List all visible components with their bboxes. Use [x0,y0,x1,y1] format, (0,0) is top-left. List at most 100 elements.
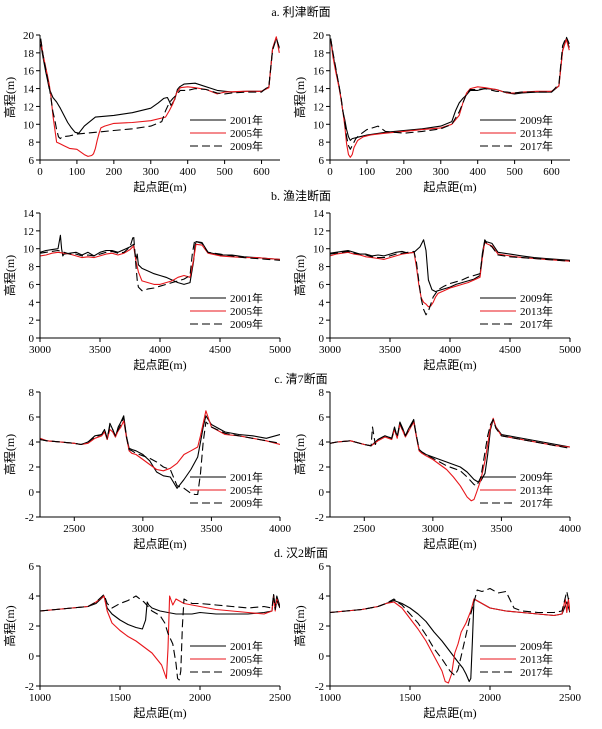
y-axis-label: 高程(m) [292,77,307,118]
y-tick-label: 4 [319,591,325,603]
y-tick-label: 18 [23,48,35,60]
x-tick-label: 3000 [319,344,342,356]
legend-label-2005年: 2005年 [230,126,263,140]
legend-label-2009年: 2009年 [520,639,553,653]
legend-label-2009年: 2009年 [230,665,263,679]
y-tick-label: 8 [29,137,35,149]
legend-label-2009年: 2009年 [520,291,553,305]
y-tick-label: 12 [23,226,34,238]
y-tick-label: 14 [23,84,35,96]
x-tick-label: 5000 [559,344,582,356]
legend-label-2017年: 2017年 [520,317,553,331]
y-tick-label: 2 [319,621,325,633]
y-tick-label: 4 [29,591,35,603]
y-tick-label: 6 [29,412,35,424]
x-tick-label: 400 [469,166,486,178]
y-axis-label: 高程(m) [292,434,307,475]
y-tick-label: 10 [23,244,35,256]
y-tick-label: 14 [23,208,35,220]
x-tick-label: 2500 [63,523,86,535]
section-title-d: d. 汉2断面 [274,545,328,560]
y-tick-label: 4 [29,437,35,449]
x-tick-label: 3000 [422,523,445,535]
legend-label-2005年: 2005年 [230,304,263,318]
x-tick-label: 2500 [269,692,292,704]
x-tick-label: 300 [143,166,160,178]
chart-panel-3: 0 2 4 6 8 10 12 14 3000 3500 4000 4500 5000 起点距(m) 高程(… [292,208,582,372]
legend-label-2009年: 2009年 [520,113,553,127]
x-tick-label: 2000 [189,692,212,704]
y-tick-label: 0 [29,487,35,499]
y-tick-label: 8 [319,262,325,274]
x-tick-label: 4000 [559,523,582,535]
legend-label-2005年: 2005年 [230,652,263,666]
x-tick-label: 4000 [439,344,462,356]
series-line-2009年 [40,38,280,140]
x-tick-label: 2500 [559,692,582,704]
series-line-2017年 [330,587,570,677]
series-line-2017年 [330,418,570,487]
y-tick-label: 4 [29,297,35,309]
x-tick-label: 600 [253,166,270,178]
x-axis-label: 起点距(m) [423,706,476,720]
y-tick-label: 8 [319,137,325,149]
y-axis-label: 高程(m) [2,434,17,475]
x-tick-label: 600 [543,166,560,178]
y-tick-label: 6 [319,279,325,291]
x-tick-label: 5000 [269,344,292,356]
legend-label-2013年: 2013年 [520,483,553,497]
y-tick-label: 20 [313,30,325,42]
x-axis-label: 起点距(m) [423,537,476,551]
y-tick-label: 2 [29,315,35,327]
y-tick-label: -2 [315,681,324,693]
y-tick-label: 2 [29,462,35,474]
x-tick-label: 3500 [200,523,223,535]
series-line-2005年 [40,595,280,680]
y-tick-label: 0 [319,487,325,499]
x-tick-label: 1000 [29,692,52,704]
legend-label-2013年: 2013年 [520,304,553,318]
series-line-2005年 [40,410,280,472]
x-tick-label: 4000 [269,523,292,535]
legend-label-2009年: 2009年 [520,470,553,484]
y-tick-label: 14 [313,208,325,220]
x-tick-label: 0 [327,166,333,178]
y-tick-label: -2 [315,512,324,524]
x-tick-label: 400 [179,166,196,178]
y-tick-label: 12 [313,101,324,113]
x-tick-label: 2500 [353,523,376,535]
series-line-2013年 [330,417,570,502]
legend-label-2013年: 2013年 [520,126,553,140]
x-axis-label: 起点距(m) [423,358,476,372]
series-line-2017年 [330,240,570,316]
section-title-c: c. 清7断面 [274,371,327,386]
legend-label-2009年: 2009年 [230,496,263,510]
series-line-2001年 [40,415,280,489]
legend-label-2001年: 2001年 [230,470,263,484]
y-tick-label: 8 [29,387,35,399]
x-axis-label: 起点距(m) [423,180,476,194]
x-tick-label: 3500 [89,344,112,356]
x-tick-label: 3500 [490,523,513,535]
y-tick-label: 12 [23,101,34,113]
y-tick-label: 0 [319,333,325,345]
x-tick-label: 500 [506,166,523,178]
y-tick-label: 6 [29,561,35,573]
y-tick-label: 2 [319,315,325,327]
x-axis-label: 起点距(m) [133,180,186,194]
section-title-b: b. 渔洼断面 [271,188,331,203]
y-tick-label: 18 [313,48,325,60]
legend-label-2017年: 2017年 [520,139,553,153]
x-tick-label: 1000 [319,692,342,704]
x-axis-label: 起点距(m) [133,537,186,551]
legend-label-2009年: 2009年 [230,317,263,331]
legend-label-2017年: 2017年 [520,665,553,679]
legend-label-2017年: 2017年 [520,496,553,510]
y-tick-label: 6 [29,155,35,167]
